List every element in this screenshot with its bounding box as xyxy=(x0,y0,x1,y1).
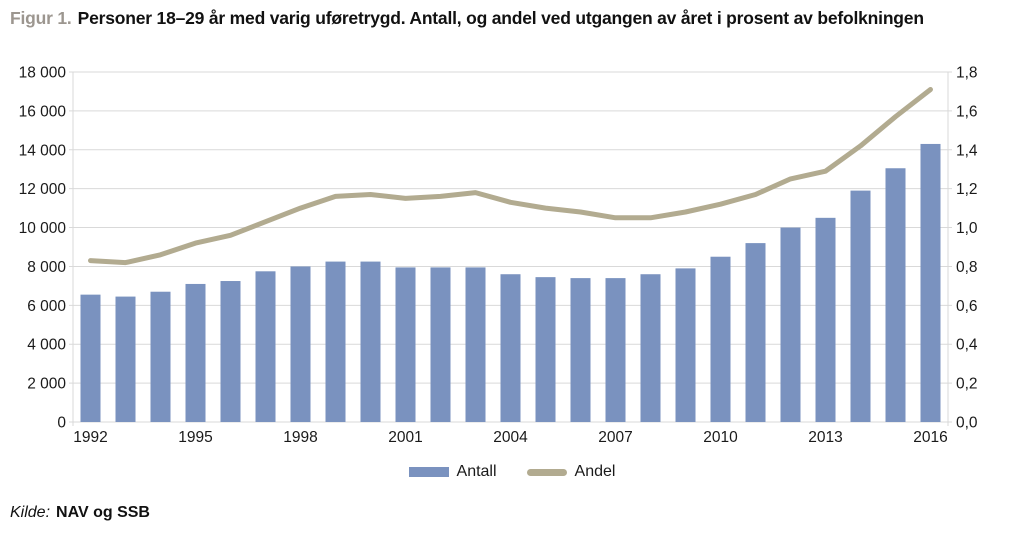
bar xyxy=(430,267,451,422)
legend-item-andel: Andel xyxy=(526,463,616,481)
bar xyxy=(605,278,626,422)
right-axis-tick-label: 0,8 xyxy=(956,259,978,276)
right-axis-tick-label: 0,4 xyxy=(956,337,978,354)
bar xyxy=(500,274,521,422)
right-axis-tick-label: 1,4 xyxy=(956,142,978,159)
x-axis-tick-label: 2016 xyxy=(913,429,947,446)
source-prefix: Kilde: xyxy=(10,504,51,521)
bar xyxy=(885,168,906,422)
trend-line xyxy=(88,87,933,266)
bar xyxy=(745,243,766,422)
bar xyxy=(115,296,136,422)
bar xyxy=(570,278,591,422)
bar xyxy=(640,274,661,422)
x-axis-tick-label: 1995 xyxy=(178,429,212,446)
right-axis-tick-label: 1,8 xyxy=(956,65,978,82)
left-axis-tick-label: 10 000 xyxy=(19,220,67,237)
bar xyxy=(255,271,276,422)
left-axis-tick-label: 14 000 xyxy=(19,142,67,159)
right-axis-tick-label: 0,2 xyxy=(956,376,978,393)
left-axis-tick-label: 18 000 xyxy=(19,65,67,82)
right-axis-tick-label: 1,6 xyxy=(956,103,978,120)
bar xyxy=(465,267,486,422)
right-axis-tick-label: 1,2 xyxy=(956,181,978,198)
bar xyxy=(220,281,241,422)
x-axis-tick-label: 1992 xyxy=(73,429,107,446)
figure-title-text: Personer 18–29 år med varig uføretrygd. … xyxy=(77,8,924,28)
bar xyxy=(675,268,696,422)
left-axis-tick-label: 6 000 xyxy=(27,298,66,315)
bar xyxy=(325,261,346,422)
legend-label-antall: Antall xyxy=(456,463,497,480)
figure-title: Figur 1. Personer 18–29 år med varig ufør… xyxy=(10,6,940,31)
left-axis-tick-label: 2 000 xyxy=(27,376,66,393)
left-axis-tick-label: 4 000 xyxy=(27,337,66,354)
right-axis-tick-label: 0,0 xyxy=(956,415,978,432)
left-axis-tick-label: 16 000 xyxy=(19,103,67,120)
bar xyxy=(150,291,171,422)
bar xyxy=(920,143,941,422)
x-axis-tick-label: 2013 xyxy=(808,429,842,446)
andel-line-swatch-icon xyxy=(526,468,567,476)
chart-area: 0 0,0 2 000 0,2 4 000 0,4 6 000 0,6 8 000 0,8 10 0… xyxy=(19,65,978,447)
bar xyxy=(850,190,871,422)
x-axis-tick-label: 2001 xyxy=(388,429,422,446)
bar xyxy=(290,266,311,422)
chart-legend: Antall Andel xyxy=(0,463,1024,481)
bar xyxy=(710,256,731,422)
bar xyxy=(780,227,801,422)
bar xyxy=(185,283,206,422)
left-axis-tick-label: 8 000 xyxy=(27,259,66,276)
bar xyxy=(80,294,101,422)
x-axis-tick-label: 2007 xyxy=(598,429,632,446)
x-axis-tick-label: 1998 xyxy=(283,429,317,446)
source: Kilde: NAV og SSB xyxy=(10,504,150,522)
bar xyxy=(815,217,836,422)
right-axis-tick-label: 0,6 xyxy=(956,298,978,315)
bar xyxy=(395,267,416,422)
legend-item-antall: Antall xyxy=(408,463,497,481)
left-axis-tick-label: 12 000 xyxy=(19,181,67,198)
antall-bar-swatch-icon xyxy=(408,467,449,477)
right-axis-tick-label: 1,0 xyxy=(956,220,978,237)
figure-number: Figur 1. xyxy=(10,8,72,28)
legend-label-andel: Andel xyxy=(574,463,616,480)
source-text: NAV og SSB xyxy=(56,504,150,521)
bar xyxy=(535,277,556,422)
left-axis-tick-label: 0 xyxy=(57,415,66,432)
x-axis-tick-label: 2010 xyxy=(703,429,738,446)
bar xyxy=(360,261,381,422)
x-axis-tick-label: 2004 xyxy=(493,429,528,446)
